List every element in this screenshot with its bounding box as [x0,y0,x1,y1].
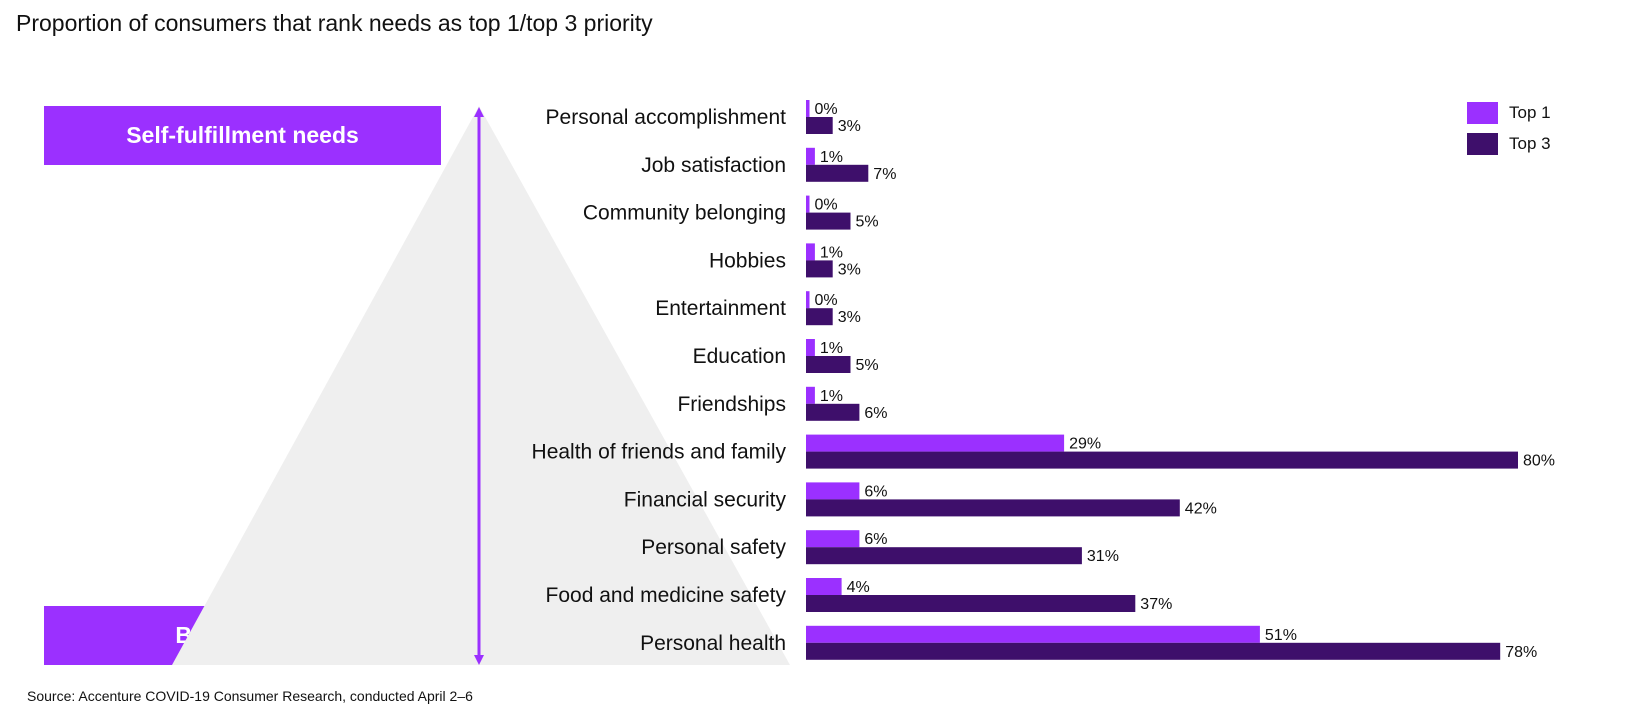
legend: Top 1 Top 3 [1467,97,1551,159]
bar-top3-financial-security [806,499,1180,517]
value-label-top1-entertainment: 0% [815,292,838,309]
legend-swatch-top1 [1467,101,1498,124]
value-label-top1-personal-safety: 6% [864,531,887,548]
bar-top3-personal-health [806,642,1501,660]
legend-swatch-top3 [1467,132,1498,155]
bar-top1-personal-safety [806,530,860,548]
value-label-top1-health-of-friends-and-family: 29% [1069,436,1101,453]
value-label-top3-financial-security: 42% [1185,500,1217,517]
category-label-personal-health: Personal health [640,632,786,655]
value-label-top3-community-belonging: 5% [856,214,879,231]
bar-top3-personal-safety [806,547,1082,565]
legend-item-top1: Top 1 [1467,97,1551,128]
legend-label-top3: Top 3 [1509,133,1551,153]
pyramid-shape [172,106,790,665]
bar-top1-financial-security [806,482,860,500]
bar-top3-entertainment [806,308,833,326]
value-label-top1-personal-accomplishment: 0% [815,101,838,118]
self-fulfillment-needs-banner: Self-fulfillment needs [44,106,441,165]
chart-title: Proportion of consumers that rank needs … [16,10,653,36]
category-label-job-satisfaction: Job satisfaction [641,154,786,177]
value-label-top3-food-and-medicine-safety: 37% [1140,596,1172,613]
bar-top1-job-satisfaction [806,147,815,165]
bar-top3-education [806,356,851,373]
bar-top3-job-satisfaction [806,164,869,182]
bar-top1-food-and-medicine-safety [806,578,842,595]
category-label-financial-security: Financial security [624,488,787,511]
bar-top1-friendships [806,386,815,404]
bar-top1-personal-accomplishment [806,100,810,117]
category-label-community-belonging: Community belonging [583,202,786,225]
value-label-top1-friendships: 1% [820,388,843,405]
value-label-top3-education: 5% [856,357,879,374]
bar-top1-personal-health [806,625,1260,643]
source-note: Source: Accenture COVID-19 Consumer Rese… [27,688,473,704]
category-label-personal-accomplishment: Personal accomplishment [546,106,787,129]
value-label-top1-hobbies: 1% [820,244,843,261]
value-label-top1-financial-security: 6% [864,483,887,500]
bar-top3-friendships [806,403,860,421]
category-label-personal-safety: Personal safety [641,536,786,559]
category-label-education: Education [693,345,786,368]
category-label-food-and-medicine-safety: Food and medicine safety [546,584,787,607]
bar-top3-food-and-medicine-safety [806,595,1136,612]
category-label-health-of-friends-and-family: Health of friends and family [532,441,787,464]
legend-label-top1: Top 1 [1509,102,1551,122]
value-label-top1-education: 1% [820,340,843,357]
value-label-top1-community-belonging: 0% [815,197,838,214]
value-label-top3-personal-safety: 31% [1087,548,1119,565]
value-label-top1-personal-health: 51% [1265,627,1297,644]
category-label-entertainment: Entertainment [655,297,786,320]
value-label-top1-job-satisfaction: 1% [820,149,843,166]
bar-top3-hobbies [806,260,833,278]
value-label-top3-personal-health: 78% [1505,644,1537,661]
category-label-hobbies: Hobbies [709,249,786,272]
bar-top1-hobbies [806,243,815,261]
bar-top1-health-of-friends-and-family [806,434,1065,452]
value-label-top3-personal-accomplishment: 3% [838,118,861,135]
bar-top3-personal-accomplishment [806,117,833,134]
value-label-top3-health-of-friends-and-family: 80% [1523,453,1555,470]
legend-item-top3: Top 3 [1467,128,1551,159]
value-label-top3-entertainment: 3% [838,309,861,326]
category-label-friendships: Friendships [677,393,786,416]
value-label-top3-hobbies: 3% [838,261,861,278]
value-label-top3-job-satisfaction: 7% [873,166,896,183]
bar-top3-health-of-friends-and-family [806,451,1518,469]
bar-top1-education [806,339,815,356]
value-label-top1-food-and-medicine-safety: 4% [847,579,870,596]
bar-top1-community-belonging [806,195,810,213]
bar-top3-community-belonging [806,212,851,230]
bar-top1-entertainment [806,291,810,309]
value-label-top3-friendships: 6% [864,405,887,422]
